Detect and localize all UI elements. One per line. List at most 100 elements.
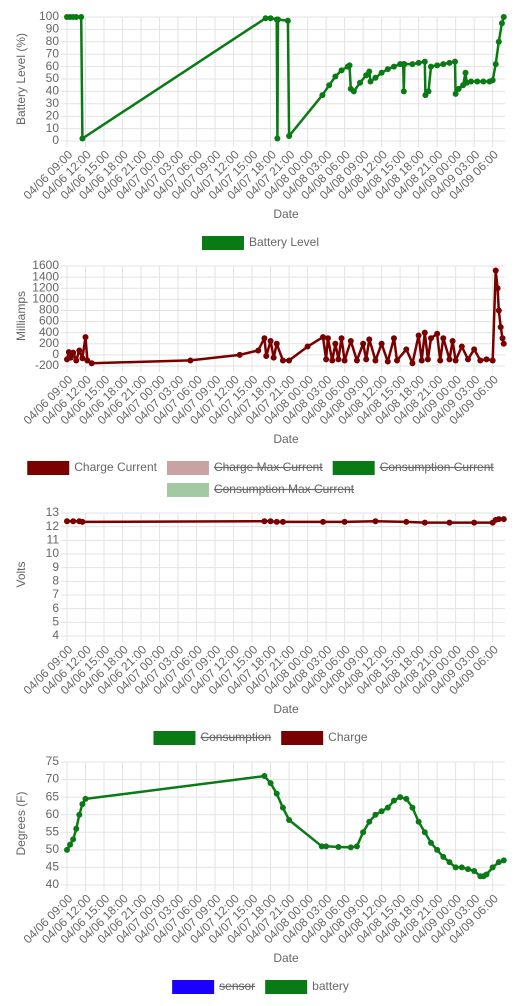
data-point	[495, 859, 502, 866]
data-point	[279, 804, 286, 811]
data-point	[434, 330, 441, 337]
data-line	[65, 774, 505, 878]
legend-item: battery	[265, 979, 349, 994]
data-point	[494, 285, 501, 292]
data-point	[335, 356, 342, 363]
data-point	[341, 518, 348, 525]
data-point	[273, 518, 280, 525]
data-point	[440, 853, 447, 860]
y-tick-label: 800	[39, 303, 59, 317]
data-point	[498, 20, 505, 27]
data-point	[267, 780, 274, 787]
legend-swatch	[166, 461, 209, 475]
legend-label: Consumption Max Current	[214, 482, 355, 496]
data-point	[353, 357, 360, 364]
data-point	[73, 357, 80, 364]
data-point	[464, 866, 471, 873]
legend-label: Charge	[328, 730, 368, 744]
data-point	[187, 357, 194, 364]
data-point	[446, 59, 453, 66]
data-point	[458, 864, 465, 871]
data-point	[372, 811, 379, 818]
data-point	[492, 267, 499, 274]
y-tick-label: 60	[46, 59, 60, 73]
data-point	[286, 357, 293, 364]
data-point	[403, 795, 410, 802]
data-point	[394, 357, 401, 364]
legend-swatch	[281, 731, 324, 745]
data-point	[320, 334, 327, 341]
data-point	[332, 340, 339, 347]
data-point	[363, 356, 370, 363]
data-point	[409, 360, 416, 367]
y-tick-label: -200	[35, 358, 59, 372]
data-point	[261, 518, 268, 525]
data-point	[318, 843, 325, 850]
data-point	[378, 808, 385, 815]
data-point	[449, 338, 456, 344]
data-point	[279, 518, 286, 525]
y-tick-label: 40	[46, 84, 60, 98]
legend-label: Charge Current	[74, 460, 157, 474]
data-point	[427, 839, 434, 846]
y-tick-label: 30	[46, 96, 60, 110]
data-point	[434, 846, 441, 853]
data-point	[73, 14, 80, 20]
data-point	[458, 343, 465, 350]
data-point	[471, 519, 478, 526]
data-point	[427, 335, 434, 342]
data-point	[79, 355, 86, 362]
y-tick-label: 55	[46, 824, 60, 838]
x-axis-title: Date	[273, 207, 299, 221]
data-point	[425, 88, 432, 95]
data-point	[500, 516, 507, 523]
data-point	[79, 135, 86, 142]
data-point	[495, 38, 502, 45]
y-tick-label: 50	[46, 71, 60, 85]
data-point	[279, 357, 286, 364]
data-point	[332, 73, 339, 80]
legend-item: sensor	[172, 979, 255, 994]
data-point	[492, 61, 499, 68]
y-tick-label: 90	[46, 22, 60, 36]
data-point	[403, 346, 410, 353]
data-point	[378, 340, 385, 347]
data-point	[67, 841, 74, 848]
legend-swatch	[201, 236, 244, 250]
legend-swatch	[27, 461, 70, 475]
y-tick-label: 11	[47, 533, 60, 547]
y-tick-label: 100	[39, 9, 59, 23]
data-point	[324, 335, 331, 342]
data-point	[390, 335, 397, 342]
data-point	[323, 843, 330, 850]
y-tick-label: 75	[46, 754, 60, 768]
y-tick-label: 13	[46, 505, 60, 519]
data-point	[357, 79, 364, 86]
data-point	[434, 62, 441, 69]
data-point	[437, 357, 444, 364]
data-point	[497, 324, 504, 331]
data-point	[326, 82, 333, 89]
y-tick-label: 0	[52, 133, 59, 147]
data-point	[468, 78, 475, 85]
data-point	[79, 518, 86, 525]
data-point	[84, 357, 91, 364]
data-point	[500, 14, 507, 20]
data-point	[286, 816, 293, 823]
y-axis-title: Degrees (F)	[14, 791, 28, 855]
y-tick-label: 70	[46, 772, 60, 786]
data-point	[255, 347, 262, 354]
data-point	[338, 335, 345, 342]
data-point	[500, 857, 507, 864]
data-point	[360, 340, 367, 347]
data-point	[347, 338, 354, 344]
data-point	[452, 357, 459, 364]
data-point	[236, 351, 243, 358]
data-point	[70, 836, 77, 843]
y-tick-label: 5	[52, 615, 59, 629]
data-point	[319, 92, 326, 99]
data-point	[415, 818, 422, 825]
y-tick-label: 400	[39, 325, 59, 339]
data-point	[73, 825, 80, 832]
data-point	[353, 843, 360, 850]
